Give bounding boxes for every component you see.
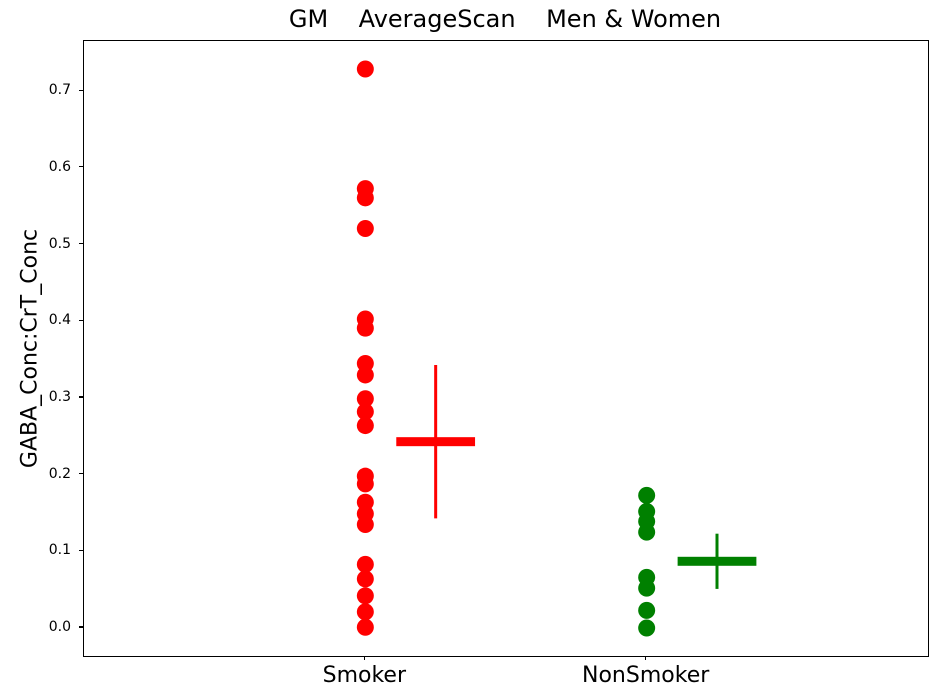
chart-title: GM AverageScan Men & Women xyxy=(288,5,722,33)
x-tick-mark xyxy=(645,656,647,661)
scatter-plot xyxy=(356,60,757,637)
x-tick-mark xyxy=(363,656,365,661)
plot-area xyxy=(83,40,929,657)
nonsmoker-data-point xyxy=(638,619,656,637)
smoker-data-point xyxy=(356,570,374,588)
y-tick-mark xyxy=(79,549,83,551)
smoker-mean-bar xyxy=(396,437,476,447)
nonsmoker-mean-bar xyxy=(677,556,757,566)
nonsmoker-data-point xyxy=(638,601,656,619)
smoker-data-point xyxy=(356,603,374,621)
nonsmoker-data-point xyxy=(638,523,656,541)
y-tick-mark xyxy=(79,319,83,321)
y-tick-label: 0.6 xyxy=(48,158,71,175)
smoker-data-point xyxy=(356,587,374,605)
y-tick-label: 0.7 xyxy=(48,82,71,99)
y-tick-mark xyxy=(79,626,83,628)
x-tick-label-nonsmoker: NonSmoker xyxy=(582,663,710,688)
y-tick-mark xyxy=(79,473,83,475)
smoker-data-point xyxy=(356,403,374,421)
smoker-data-point xyxy=(356,515,374,533)
x-tick-label-smoker: Smoker xyxy=(322,663,407,688)
smoker-data-point xyxy=(356,219,374,237)
y-tick-mark xyxy=(79,396,83,398)
y-tick-mark xyxy=(79,166,83,168)
y-tick-label: 0.0 xyxy=(48,619,71,635)
y-tick-label: 0.4 xyxy=(48,312,71,329)
y-tick-mark xyxy=(79,89,83,91)
y-tick-label: 0.2 xyxy=(48,465,71,482)
smoker-data-point xyxy=(356,555,374,573)
smoker-data-point xyxy=(356,618,374,636)
smoker-data-point xyxy=(356,366,374,384)
smoker-data-point xyxy=(356,417,374,435)
y-tick-mark xyxy=(79,242,83,245)
smoker-data-point xyxy=(356,319,374,337)
y-tick-label: 0.5 xyxy=(48,235,71,252)
y-tick-label: 0.1 xyxy=(48,542,71,559)
smoker-data-point xyxy=(356,60,374,78)
smoker-data-point xyxy=(356,189,374,207)
y-tick-label: 0.3 xyxy=(48,388,71,405)
smoker-data-point xyxy=(356,390,374,408)
smoker-data-point xyxy=(356,475,374,493)
nonsmoker-data-point xyxy=(638,579,656,597)
nonsmoker-data-point xyxy=(638,486,656,504)
